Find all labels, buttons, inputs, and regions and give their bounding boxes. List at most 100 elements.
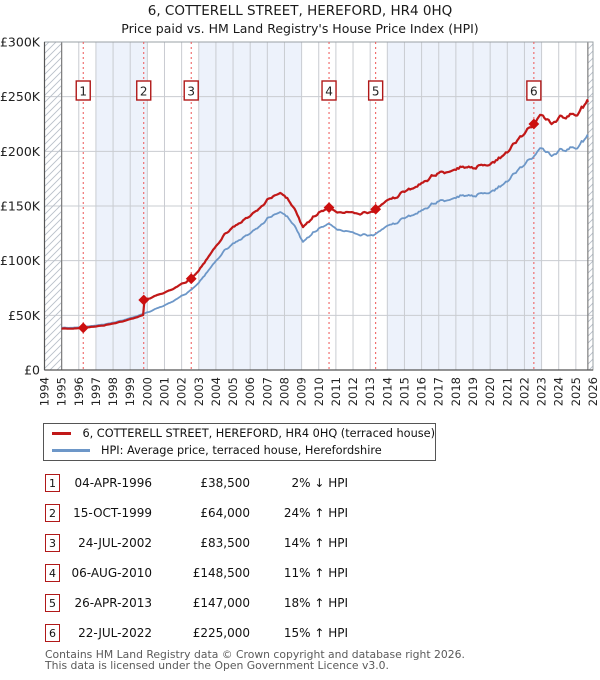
table-row: 5 26-APR-2013 £147,000 18% ↑ HPI (0, 588, 600, 618)
sale-date: 04-APR-1996 (74, 476, 152, 490)
x-axis-tick-label: 2026 (586, 377, 600, 406)
x-axis-tick-label: 1995 (55, 377, 69, 406)
x-axis-tick-label: 2008 (277, 377, 291, 406)
sale-number-badge: 4 (45, 564, 60, 582)
y-axis-tick-label: £50K (8, 308, 41, 323)
page-title: 6, COTTERELL STREET, HEREFORD, HR4 0HQ (147, 3, 453, 19)
no-data-hatch-right (587, 42, 593, 370)
sale-hpi-delta: 15% ↑ HPI (283, 626, 348, 640)
x-axis-tick-label: 2021 (500, 377, 514, 406)
y-axis-tick-label: £150K (0, 199, 41, 214)
x-axis-tick-label: 2016 (415, 377, 429, 406)
sale-date: 22-JUL-2022 (78, 626, 152, 640)
x-axis-tick-label: 1998 (106, 377, 120, 406)
x-axis-tick-label: 2000 (140, 377, 154, 406)
x-axis-tick-label: 2006 (243, 377, 257, 406)
table-row: 4 06-AUG-2010 £148,500 11% ↑ HPI (0, 558, 600, 588)
sale-marker (370, 203, 382, 215)
chart-legend: 6, COTTERELL STREET, HEREFORD, HR4 0HQ (… (43, 423, 436, 461)
legend-label-hpi: HPI: Average price, terraced house, Here… (101, 444, 382, 457)
sale-date: 26-APR-2013 (74, 596, 152, 610)
sale-number-label: 1 (79, 85, 87, 99)
x-axis-tick-label: 1999 (123, 377, 137, 406)
sale-number-badge: 1 (45, 474, 60, 492)
x-axis-tick-label: 2010 (312, 377, 326, 406)
price-paid-line (61, 99, 589, 330)
sale-date: 15-OCT-1999 (73, 506, 152, 520)
hpi-line-swatch (52, 449, 90, 452)
x-axis-tick-label: 2009 (295, 377, 309, 406)
sale-number-label: 5 (372, 85, 380, 99)
sale-number-badge: 6 (45, 624, 60, 642)
table-row: 6 22-JUL-2022 £225,000 15% ↑ HPI (0, 618, 600, 648)
x-axis-tick-label: 2018 (449, 377, 463, 406)
x-axis-tick-label: 2023 (535, 377, 549, 406)
sale-number-label: 2 (140, 85, 148, 99)
x-axis-tick-label: 2013 (363, 377, 377, 406)
x-axis-tick-label: 2020 (483, 377, 497, 406)
sale-number-box (367, 80, 384, 101)
sale-number-box (183, 80, 199, 101)
sale-number-label: 6 (530, 85, 538, 99)
property-line-swatch (52, 432, 72, 435)
x-axis-tick-label: 1996 (72, 377, 86, 406)
x-axis-tick-label: 2002 (175, 377, 189, 406)
no-data-hatch-left (44, 42, 62, 370)
sale-number-box (321, 80, 337, 101)
y-axis-tick-label: £100K (0, 253, 41, 268)
x-axis-tick-label: 2004 (209, 377, 223, 406)
x-axis-tick-label: 2003 (192, 377, 206, 406)
sale-number-box (75, 80, 91, 101)
sale-number-badge: 3 (45, 534, 60, 552)
sale-hpi-delta: 14% ↑ HPI (283, 536, 348, 550)
x-axis-tick-label: 2011 (329, 377, 343, 406)
footer-line-2: This data is licensed under the Open Gov… (45, 658, 389, 672)
footer-line-1: Contains HM Land Registry data © Crown c… (45, 648, 465, 661)
x-axis-tick-label: 2015 (397, 377, 411, 406)
sale-number-box (136, 80, 152, 101)
legend-item-property: 6, COTTERELL STREET, HEREFORD, HR4 0HQ (… (44, 426, 435, 441)
sale-price: £64,000 (200, 506, 250, 520)
sale-date: 24-JUL-2002 (78, 536, 152, 550)
sale-date: 06-AUG-2010 (71, 566, 153, 580)
sale-marker (138, 294, 150, 306)
sale-price: £38,500 (200, 476, 250, 490)
x-axis-tick-label: 2019 (466, 377, 480, 406)
hpi-line (61, 134, 589, 329)
price-history-chart: 1 2 3 4 5 6 £0 £50K £100K £150K £200K £250K £300K 199… (0, 35, 600, 407)
table-row: 2 15-OCT-1999 £64,000 24% ↑ HPI (0, 498, 600, 528)
x-axis-tick-label: 2025 (569, 377, 583, 406)
sale-number-box (526, 80, 542, 101)
x-axis-tick-label: 2014 (380, 377, 394, 406)
sale-hpi-delta: 24% ↑ HPI (283, 506, 348, 520)
sale-price: £147,000 (192, 596, 250, 610)
sale-marker (185, 273, 197, 285)
sale-marker (528, 118, 540, 130)
x-axis-tick-label: 1994 (38, 377, 52, 406)
x-axis-tick-label: 2022 (517, 377, 531, 406)
x-axis-tick-label: 2005 (226, 377, 240, 406)
page-subtitle: Price paid vs. HM Land Registry's House … (121, 21, 479, 36)
x-axis-tick-label: 2024 (552, 377, 566, 406)
y-axis-tick-label: £300K (0, 35, 41, 50)
legend-item-hpi: HPI: Average price, terraced house, Here… (44, 443, 435, 458)
x-axis-tick-label: 2017 (432, 377, 446, 406)
sale-hpi-delta: 11% ↑ HPI (283, 566, 348, 580)
sale-marker (77, 322, 89, 334)
sale-number-badge: 5 (45, 594, 60, 612)
table-row: 3 24-JUL-2002 £83,500 14% ↑ HPI (0, 528, 600, 558)
x-axis-tick-label: 1997 (89, 377, 103, 406)
sale-price: £225,000 (192, 626, 250, 640)
sale-price: £83,500 (200, 536, 250, 550)
y-axis-tick-label: £200K (0, 144, 41, 159)
y-axis-tick-label: £0 (24, 363, 40, 378)
sale-number-label: 3 (187, 85, 195, 99)
sale-marker (323, 202, 335, 214)
x-axis-tick-label: 2007 (260, 377, 274, 406)
sale-number-badge: 2 (45, 504, 60, 522)
table-row: 1 04-APR-1996 £38,500 2% ↓ HPI (0, 468, 600, 498)
sale-hpi-delta: 18% ↑ HPI (283, 596, 348, 610)
license-footer: Contains HM Land Registry data © Crown c… (45, 648, 465, 672)
x-axis-tick-label: 2001 (157, 377, 171, 406)
